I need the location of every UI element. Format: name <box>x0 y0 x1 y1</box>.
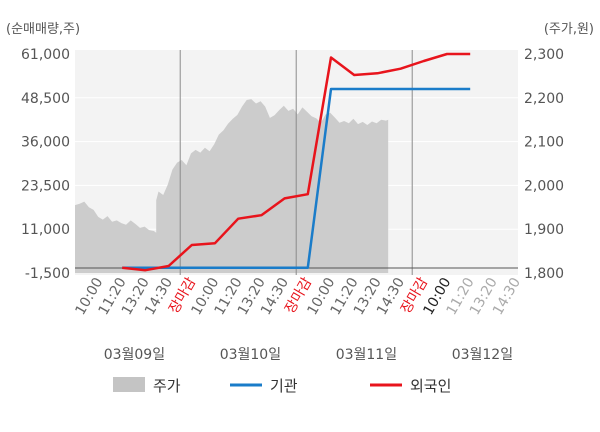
day-separator-layer <box>179 50 413 275</box>
left-tick-label: 48,500 <box>21 91 70 107</box>
x-axis-ticks: 10:0011:2013:2014:30장마감10:0011:2013:2014… <box>72 275 524 318</box>
left-tick-label: -1,500 <box>25 266 70 282</box>
price-area-layer <box>75 99 389 273</box>
left-axis-ticks: 61,000 48,500 36,000 23,500 11,000 -1,500 <box>21 47 70 282</box>
left-axis-label: (순매매량,주) <box>6 22 80 37</box>
day-label: 03월12일 <box>452 347 513 363</box>
legend-label-institution: 기관 <box>270 377 298 395</box>
institution-line <box>122 87 471 269</box>
left-tick-label: 36,000 <box>21 135 70 151</box>
legend-swatch-price <box>113 377 145 392</box>
price-area <box>75 99 389 273</box>
series-lines-layer <box>122 52 471 272</box>
right-tick-label: 1,900 <box>524 222 564 238</box>
right-axis-label: (주가,원) <box>544 22 594 37</box>
left-tick-label: 23,500 <box>21 178 70 194</box>
right-tick-label: 1,800 <box>524 266 564 282</box>
left-tick-label: 61,000 <box>21 47 70 63</box>
right-tick-label: 2,300 <box>524 47 564 63</box>
right-axis-ticks: 2,300 2,200 2,100 2,000 1,900 1,800 <box>524 47 564 282</box>
right-tick-label: 2,200 <box>524 91 564 107</box>
right-tick-label: 2,000 <box>524 178 564 194</box>
day-label: 03월10일 <box>220 347 281 363</box>
day-labels: 03월09일 03월10일 03월11일 03월12일 <box>104 347 513 363</box>
day-label: 03월09일 <box>104 347 165 363</box>
foreign-line <box>122 52 471 272</box>
day-label: 03월11일 <box>336 347 397 363</box>
legend: 주가 기관 외국인 <box>113 377 451 395</box>
legend-label-price: 주가 <box>153 377 181 395</box>
left-tick-label: 11,000 <box>21 222 70 238</box>
legend-label-foreign: 외국인 <box>410 377 451 395</box>
right-tick-label: 2,100 <box>524 135 564 151</box>
